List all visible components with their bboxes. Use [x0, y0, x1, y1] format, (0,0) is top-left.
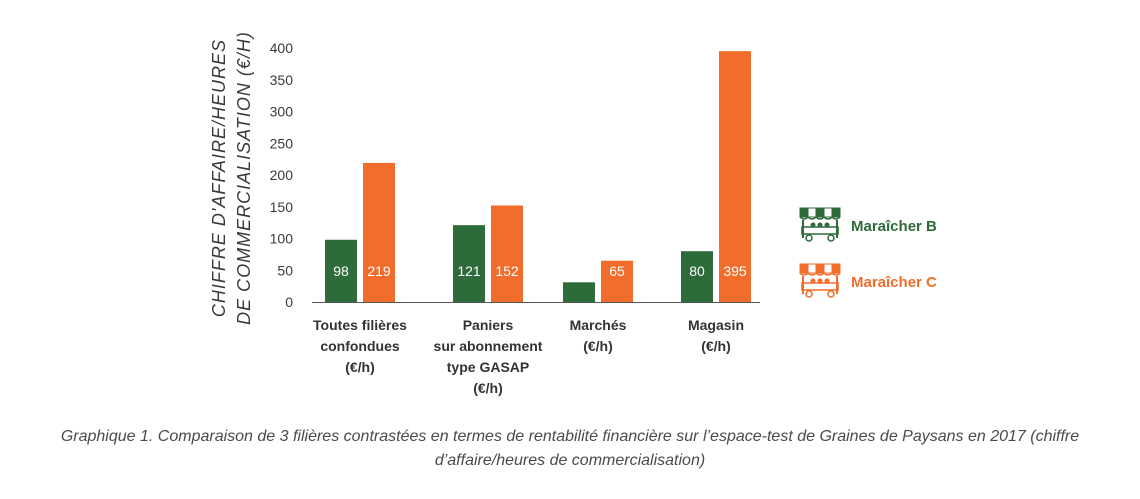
- y-tick-label: 300: [270, 104, 294, 120]
- bar-value-label: 219: [367, 263, 391, 279]
- market-stall-icon: [799, 263, 841, 298]
- legend-label: Maraîcher B: [851, 218, 937, 235]
- y-tick-label: 100: [270, 231, 294, 247]
- y-tick-label: 350: [270, 72, 294, 88]
- x-tick-label: confondues: [320, 338, 400, 354]
- bar-maraicher-b: [681, 251, 713, 302]
- y-tick-label: 400: [270, 40, 294, 56]
- x-tick-label: (€/h): [473, 380, 503, 396]
- x-tick-label: (€/h): [583, 338, 613, 354]
- y-tick-label: 0: [285, 294, 293, 310]
- x-tick-label: Toutes filières: [313, 317, 407, 333]
- bar-value-label: 152: [495, 263, 519, 279]
- bar-value-label: 98: [333, 263, 349, 279]
- bar-maraicher-b: [453, 225, 485, 302]
- y-tick-label: 200: [270, 167, 294, 183]
- bar-value-label: 65: [609, 263, 625, 279]
- bar-maraicher-c: [363, 162, 395, 302]
- bar-maraicher-b: [563, 282, 595, 302]
- y-tick-label: 150: [270, 199, 294, 215]
- y-axis-title-line: DE COMMERCIALISATION (€/H): [234, 31, 254, 325]
- x-tick-label: type GASAP: [447, 359, 529, 375]
- y-tick-label: 250: [270, 135, 294, 151]
- figure-caption: Graphique 1. Comparaison de 3 filières c…: [60, 428, 1080, 469]
- y-axis-title-line: CHIFFRE D'AFFAIRE/HEURES: [209, 39, 229, 317]
- bar-maraicher-c: [601, 260, 633, 302]
- x-tick-label: (€/h): [345, 359, 375, 375]
- bar-value-label: 395: [723, 263, 747, 279]
- legend-label: Maraîcher C: [851, 274, 937, 291]
- bar-value-label: 121: [457, 263, 481, 279]
- x-tick-label: Magasin: [688, 317, 744, 333]
- x-tick-label: Marchés: [570, 317, 627, 333]
- market-stall-icon: [799, 207, 841, 242]
- bar-chart: CHIFFRE D'AFFAIRE/HEURES DE COMMERCIALISA…: [209, 31, 937, 396]
- bar-maraicher-c: [719, 51, 751, 302]
- x-tick-label: Paniers: [463, 317, 514, 333]
- x-tick-label: (€/h): [701, 338, 731, 354]
- bar-maraicher-b: [325, 239, 357, 302]
- chart-svg: CHIFFRE D'AFFAIRE/HEURES DE COMMERCIALISA…: [209, 31, 937, 396]
- y-tick-label: 50: [277, 262, 293, 278]
- x-tick-label: sur abonnement: [434, 338, 543, 354]
- bar-value-label: 31: [571, 263, 587, 279]
- bar-maraicher-c: [491, 205, 523, 302]
- bar-value-label: 80: [689, 263, 705, 279]
- y-axis-title: CHIFFRE D'AFFAIRE/HEURES DE COMMERCIALISA…: [209, 31, 254, 325]
